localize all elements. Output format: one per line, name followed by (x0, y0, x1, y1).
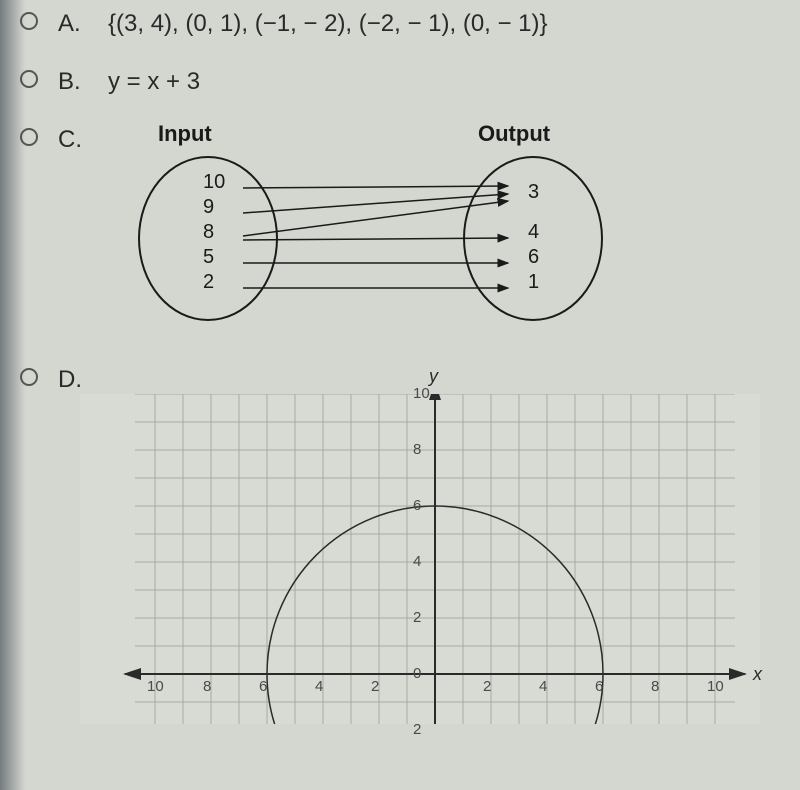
option-c-letter: C. (58, 126, 88, 154)
option-c: C. Input Output 109852 3461 (20, 126, 780, 336)
input-value: 8 (203, 221, 214, 244)
coordinate-graph: y x 10864202108642246810 (80, 394, 760, 724)
option-b-letter: B. (58, 68, 88, 96)
output-value: 1 (528, 271, 539, 294)
y-tick-label: 4 (413, 553, 421, 570)
x-tick-label: 8 (203, 678, 211, 695)
x-tick-label: 6 (595, 678, 603, 695)
x-tick-label: 8 (651, 678, 659, 695)
y-tick-label: 10 (413, 385, 430, 402)
input-value: 10 (203, 171, 225, 194)
x-tick-label: 6 (259, 678, 267, 695)
x-tick-label: 10 (147, 678, 164, 695)
mapping-arrows-svg (108, 126, 658, 336)
x-tick-label: 2 (371, 678, 379, 695)
y-tick-label: 6 (413, 497, 421, 514)
output-value: 3 (528, 181, 539, 204)
x-tick-label: 4 (539, 678, 547, 695)
option-a: A. {(3, 4), (0, 1), (−1, − 2), (−2, − 1)… (20, 10, 780, 38)
y-tick-label: 2 (413, 609, 421, 626)
input-value: 5 (203, 246, 214, 269)
input-value: 9 (203, 196, 214, 219)
x-tick-label: 2 (483, 678, 491, 695)
y-axis-label: y (429, 366, 438, 387)
x-tick-label: 10 (707, 678, 724, 695)
mapping-diagram: Input Output 109852 3461 (108, 126, 658, 336)
y-tick-label: 0 (413, 665, 421, 682)
output-value: 4 (528, 221, 539, 244)
option-d-letter: D. (58, 366, 88, 394)
option-b: B. y = x + 3 (20, 68, 780, 96)
input-value: 2 (203, 271, 214, 294)
option-a-text: {(3, 4), (0, 1), (−1, − 2), (−2, − 1), (… (108, 10, 548, 38)
option-a-letter: A. (58, 10, 88, 38)
page-shadow (0, 0, 25, 790)
x-axis-label: x (753, 664, 762, 685)
option-d: D. (20, 366, 780, 394)
x-tick-label: 4 (315, 678, 323, 695)
output-value: 6 (528, 246, 539, 269)
y-tick-label: 2 (413, 721, 421, 738)
y-tick-label: 8 (413, 441, 421, 458)
option-b-text: y = x + 3 (108, 68, 200, 96)
